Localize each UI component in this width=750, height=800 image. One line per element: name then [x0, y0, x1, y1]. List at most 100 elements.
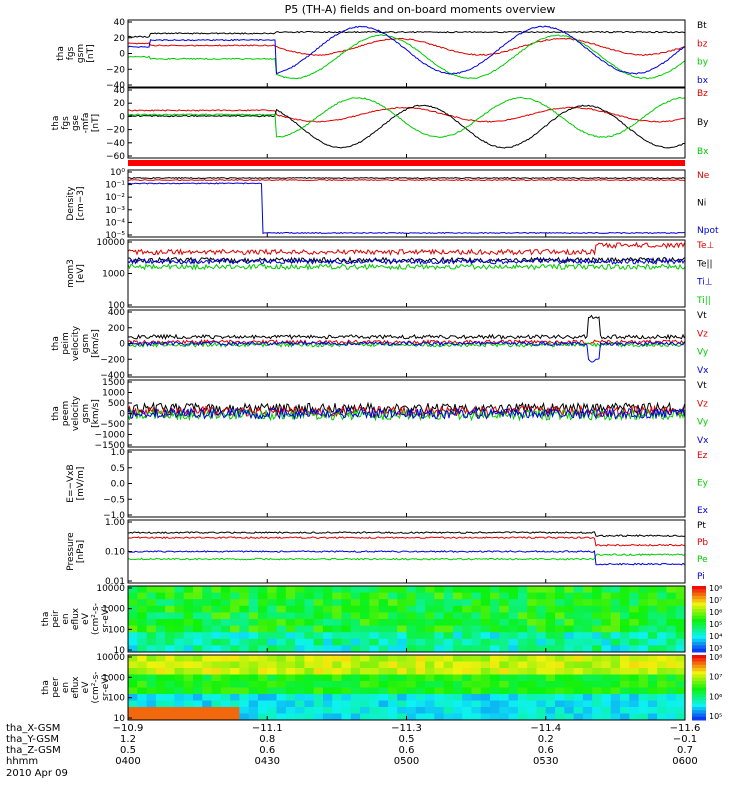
heatmap-cell [378, 700, 389, 708]
ytick-label: 10000 [96, 584, 125, 594]
heatmap-cell [369, 632, 380, 640]
heatmap-cell [313, 681, 324, 688]
heatmap-cell [239, 605, 250, 613]
heatmap-cell [425, 707, 435, 714]
heatmap-cell [555, 694, 565, 701]
heatmap-cell [257, 668, 268, 675]
heatmap-cell [490, 700, 500, 708]
heatmap-cell [657, 599, 667, 607]
heatmap-cell [657, 681, 667, 688]
heatmap-cell [276, 599, 287, 607]
heatmap-cell [322, 674, 333, 682]
heatmap-cell [378, 619, 389, 627]
heatmap-cell [276, 668, 287, 675]
heatmap-cell [295, 674, 305, 682]
heatmap-cell [239, 592, 250, 600]
heatmap-cell [183, 632, 194, 640]
heatmap-cell [267, 687, 278, 695]
heatmap-cell [462, 638, 472, 646]
heatmap-cell [555, 638, 565, 646]
heatmap-cell [471, 700, 482, 708]
heatmap-cell [332, 586, 343, 594]
heatmap-cell [425, 592, 435, 600]
heatmap-cell [322, 612, 333, 620]
heatmap-cell [332, 612, 343, 620]
heatmap-cell [462, 707, 472, 714]
heatmap-cell [452, 638, 463, 646]
heatmap-cell [360, 687, 370, 695]
heatmap-cell [137, 655, 148, 662]
heatmap-cell [647, 638, 658, 646]
heatmap-cell [443, 707, 454, 714]
heatmap-cell [267, 638, 278, 646]
heatmap-cell [425, 625, 435, 633]
heatmap-cell [350, 619, 361, 627]
heatmap-cell [629, 605, 640, 613]
heatmap-cell [192, 586, 203, 594]
heatmap-cell [620, 645, 630, 653]
heatmap-cell [480, 707, 491, 714]
heatmap-cell [360, 605, 370, 613]
ylabel-line: -mfa [81, 113, 91, 134]
heatmap-cell [582, 668, 593, 675]
heatmap-cell [638, 625, 649, 633]
heatmap-cell [536, 592, 547, 600]
heatmap-cell [183, 713, 194, 721]
heatmap-cell [490, 599, 500, 607]
heatmap-cell [137, 668, 148, 675]
heatmap-cell [146, 592, 157, 600]
heatmap-cell [406, 599, 417, 607]
heatmap-cell [638, 661, 649, 669]
heatmap-cell [155, 645, 166, 653]
heatmap-cell [350, 605, 361, 613]
heatmap-cell [675, 605, 686, 613]
heatmap-cell [471, 674, 482, 682]
heatmap-cell [582, 592, 593, 600]
heatmap-cell [545, 655, 556, 662]
heatmap-cell [564, 586, 575, 594]
heatmap-cell [146, 645, 157, 653]
heatmap-cell [629, 687, 640, 695]
ytick-label: 1000 [102, 673, 125, 683]
heatmap-cell [350, 713, 361, 721]
heatmap-cell [675, 625, 686, 633]
heatmap-cell [276, 619, 287, 627]
heatmap-cell [610, 694, 621, 701]
heatmap-cell [183, 655, 194, 662]
series-line [127, 256, 685, 265]
xaxis-row-label: tha_Z-GSM [6, 745, 61, 756]
ytick-label: 0.5 [111, 464, 125, 474]
heatmap-cell [332, 707, 343, 714]
ytick-label: −1000 [95, 431, 126, 441]
heatmap-cell [128, 707, 138, 714]
heatmap-cell [434, 668, 445, 675]
heatmap-cell [601, 586, 612, 594]
heatmap-cell [675, 638, 686, 646]
heatmap-cell [452, 661, 463, 669]
ytick-label: 200 [108, 324, 125, 334]
ylabel-line: velocity [71, 325, 81, 361]
heatmap-cell [517, 694, 528, 701]
heatmap-cell [601, 632, 612, 640]
heatmap-cell [202, 655, 213, 662]
legend-entry: Ni [697, 199, 706, 209]
heatmap-cell [267, 619, 278, 627]
heatmap-cell [174, 625, 185, 633]
heatmap-cell [257, 645, 268, 653]
heatmap-cell [452, 592, 463, 600]
colorbar-segment [692, 595, 706, 600]
heatmap-cell [313, 625, 324, 633]
ylabel-line: Density [66, 186, 76, 221]
heatmap-cell [527, 632, 537, 640]
heatmap-cell [257, 681, 268, 688]
heatmap-cell [443, 645, 454, 653]
heatmap-cell [230, 668, 240, 675]
heatmap-cell [165, 668, 175, 675]
heatmap-cell [582, 694, 593, 701]
heatmap-cell [211, 605, 222, 613]
heatmap-cell [397, 700, 407, 708]
heatmap-cell [322, 619, 333, 627]
heatmap-cell [443, 625, 454, 633]
heatmap-cell [638, 674, 649, 682]
heatmap-cell [480, 661, 491, 669]
